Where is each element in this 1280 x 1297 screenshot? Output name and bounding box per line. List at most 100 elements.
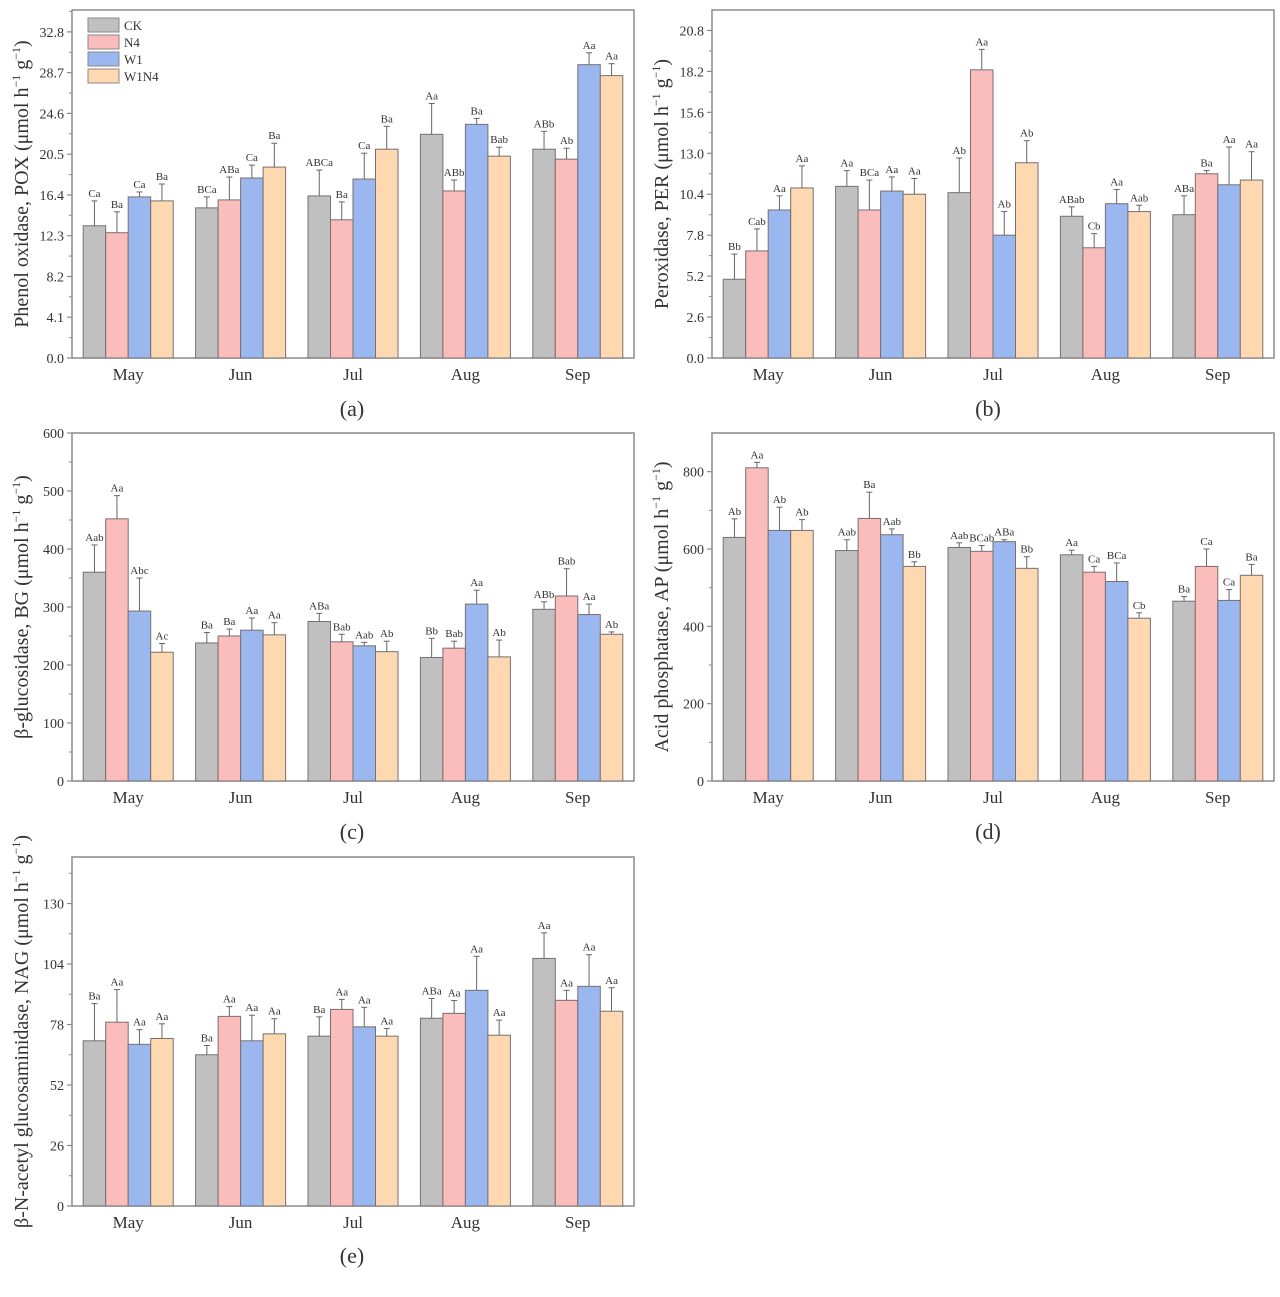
chart-panel-e: 0 26 52 78 104 130 β-N-acetyl glucosaminidase,… xyxy=(0,835,640,1276)
bar-ck-jul xyxy=(307,621,331,782)
significance-label: BCab xyxy=(969,533,995,545)
bar-w1n4-sep xyxy=(599,1010,624,1207)
significance-label: Aa xyxy=(111,483,124,495)
bar-w1-jul xyxy=(352,178,376,359)
significance-label: Aa xyxy=(335,986,348,998)
bar-ck-jun xyxy=(835,185,859,359)
x-category-label: Jun xyxy=(869,365,893,384)
bar-ck-may xyxy=(722,536,747,782)
y-axis-title: Peroxidase, PER (μmol h−1 g−1) xyxy=(649,59,673,309)
y-tick-label: 4.1 xyxy=(47,311,65,326)
y-tick-label: 78 xyxy=(50,1019,64,1034)
bar-w1n4-may xyxy=(150,651,174,782)
significance-label: Ca xyxy=(88,188,100,200)
significance-label: Aa xyxy=(885,164,898,176)
bar-n4-jun xyxy=(217,635,242,782)
bar-w1n4-aug xyxy=(487,1034,511,1207)
caption-c: (c) xyxy=(339,819,365,844)
y-tick-label: 5.2 xyxy=(687,270,705,285)
y-tick-label: 800 xyxy=(683,466,704,481)
bar-n4-jul xyxy=(970,69,994,359)
bar-n4-may xyxy=(105,1021,129,1207)
bar-n4-aug xyxy=(1082,247,1106,359)
bar-n4-may xyxy=(745,467,769,782)
bar-n4-sep xyxy=(1194,565,1219,782)
bar-w1-sep xyxy=(577,614,601,782)
x-category-label: May xyxy=(113,788,145,807)
bar-ck-aug xyxy=(419,133,444,359)
bar-w1-jul xyxy=(992,541,1016,782)
bar-n4-may xyxy=(745,250,769,359)
x-category-label: Jun xyxy=(869,788,893,807)
significance-label: Aa xyxy=(583,942,596,954)
x-category-label: Jun xyxy=(229,365,253,384)
legend-swatch-ck xyxy=(87,17,120,33)
significance-label: ABb xyxy=(444,167,465,179)
x-category-label: May xyxy=(113,365,145,384)
bar-w1-jul xyxy=(352,1026,376,1207)
significance-label: Ba xyxy=(863,479,875,491)
significance-label: Aa xyxy=(796,153,809,165)
significance-label: Aab xyxy=(1130,192,1149,204)
significance-label: Cb xyxy=(1088,221,1101,233)
bar-w1n4-jun xyxy=(902,565,927,782)
x-category-label: Aug xyxy=(1091,788,1121,807)
y-tick-label: 0 xyxy=(57,1200,64,1215)
bar-w1n4-sep xyxy=(599,633,624,782)
legend-swatch-w1 xyxy=(87,51,120,67)
significance-label: Ba xyxy=(313,1004,325,1016)
bar-ck-jul xyxy=(947,546,971,782)
significance-label: Ab xyxy=(953,145,967,157)
bar-n4-may xyxy=(105,232,129,359)
significance-label: BCa xyxy=(1107,550,1127,562)
legend-label-ck: CK xyxy=(124,18,143,33)
significance-label: Bab xyxy=(333,621,351,633)
significance-label: Aab xyxy=(838,527,857,539)
y-tick-label: 20.5 xyxy=(40,148,65,163)
significance-label: Ab xyxy=(560,135,574,147)
x-category-label: Jul xyxy=(343,365,363,384)
bar-w1-sep xyxy=(1217,599,1241,782)
significance-label: Aab xyxy=(950,530,969,542)
significance-label: Aa xyxy=(605,975,618,987)
legend-label-w1n4: W1N4 xyxy=(124,69,159,84)
y-tick-label: 7.8 xyxy=(687,229,705,244)
y-tick-label: 400 xyxy=(43,543,64,558)
y-tick-label: 20.8 xyxy=(680,24,705,39)
bar-ck-may xyxy=(82,225,107,359)
bar-n4-aug xyxy=(442,190,466,359)
bar-w1n4-may xyxy=(150,200,174,359)
significance-label: Bb xyxy=(1020,544,1033,556)
bar-ck-aug xyxy=(419,1017,444,1207)
bar-w1n4-may xyxy=(790,187,814,359)
significance-label: BCa xyxy=(860,167,880,179)
bar-w1-jun xyxy=(240,177,264,359)
significance-label: ABb xyxy=(534,589,555,601)
bar-n4-sep xyxy=(1194,173,1219,359)
bar-n4-jul xyxy=(330,641,354,782)
x-category-label: Sep xyxy=(565,788,591,807)
significance-label: Aa xyxy=(470,577,483,589)
significance-label: Ab xyxy=(605,619,619,631)
bar-w1-aug xyxy=(1104,580,1129,782)
x-category-label: Jun xyxy=(229,788,253,807)
legend-label-w1: W1 xyxy=(124,52,143,67)
significance-label: Ba xyxy=(268,130,280,142)
y-tick-label: 600 xyxy=(43,427,64,442)
significance-label: Aa xyxy=(493,1007,506,1019)
bar-w1-sep xyxy=(577,985,601,1207)
significance-label: Ba xyxy=(223,616,235,628)
bar-w1-aug xyxy=(464,123,489,359)
bar-ck-may xyxy=(82,1040,107,1207)
legend-label-n4: N4 xyxy=(124,35,140,50)
significance-label: Ba xyxy=(1200,158,1212,170)
significance-label: Ba xyxy=(471,105,483,117)
caption-b: (b) xyxy=(975,396,1001,421)
bar-w1n4-aug xyxy=(487,656,511,782)
significance-label: Aa xyxy=(358,994,371,1006)
significance-label: Ac xyxy=(156,631,169,643)
bar-w1n4-jul xyxy=(1015,162,1039,359)
significance-label: Bb xyxy=(728,241,741,253)
x-category-label: Jul xyxy=(983,365,1003,384)
significance-label: Aa xyxy=(583,591,596,603)
